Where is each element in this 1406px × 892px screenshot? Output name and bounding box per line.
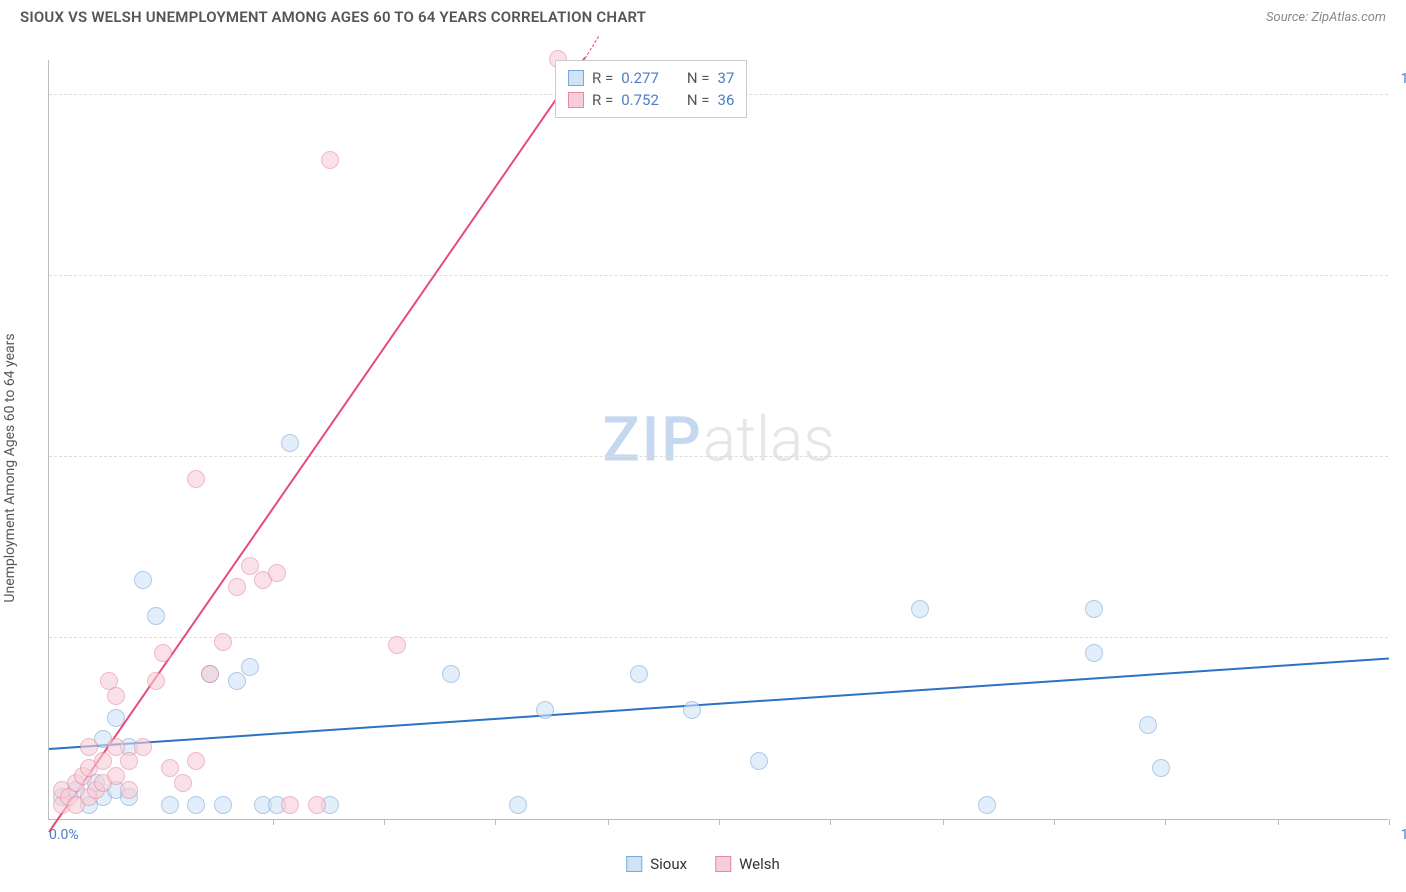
series-legend: Sioux Welsh [626,855,780,873]
correlation-legend: R = 0.277 N = 37 R = 0.752 N = 36 [555,60,747,118]
x-tick [608,819,609,825]
scatter-point [1139,716,1157,734]
scatter-point [187,796,205,814]
n-value: 36 [718,91,735,109]
scatter-point [107,767,125,785]
scatter-point [281,434,299,452]
scatter-point [750,752,768,770]
gridline [49,456,1388,457]
scatter-point [80,738,98,756]
n-value: 37 [718,69,735,87]
scatter-point [509,796,527,814]
scatter-point [321,151,339,169]
legend-swatch [715,856,731,872]
x-tick [1278,819,1279,825]
plot-area: ZIPatlas 25.0%50.0%75.0%100.0%0.0%100.0% [48,60,1388,820]
watermark: ZIPatlas [602,403,834,476]
x-tick [719,819,720,825]
watermark-zip: ZIP [602,403,703,476]
r-label: R = [592,91,613,109]
scatter-point [120,752,138,770]
x-origin-label: 0.0% [49,827,79,843]
scatter-point [911,600,929,618]
chart-title: SIOUX VS WELSH UNEMPLOYMENT AMONG AGES 6… [20,8,646,26]
scatter-point [241,557,259,575]
scatter-point [388,636,406,654]
scatter-point [1085,600,1103,618]
scatter-point [107,709,125,727]
legend-item: Welsh [715,855,780,873]
legend-item: Sioux [626,855,687,873]
chart-source: Source: ZipAtlas.com [1266,10,1386,25]
trend-line [585,37,599,59]
scatter-point [147,607,165,625]
scatter-point [147,672,165,690]
scatter-point [214,796,232,814]
scatter-point [228,578,246,596]
legend-swatch [568,70,584,86]
scatter-point [187,470,205,488]
scatter-point [241,658,259,676]
scatter-point [201,665,219,683]
scatter-point [268,564,286,582]
x-tick [943,819,944,825]
scatter-point [154,644,172,662]
x-tick [1389,819,1390,825]
x-max-label: 100.0% [1401,827,1406,843]
scatter-point [187,752,205,770]
scatter-point [134,571,152,589]
scatter-point [107,687,125,705]
scatter-point [536,701,554,719]
scatter-point [978,796,996,814]
scatter-point [1152,759,1170,777]
legend-swatch [568,92,584,108]
legend-row: R = 0.277 N = 37 [568,67,734,89]
scatter-point [1085,644,1103,662]
scatter-point [308,796,326,814]
legend-label: Welsh [739,855,780,873]
gridline [49,637,1388,638]
n-label: N = [687,91,710,109]
x-tick [1165,819,1166,825]
x-tick [495,819,496,825]
legend-swatch [626,856,642,872]
scatter-point [161,759,179,777]
scatter-point [161,796,179,814]
x-tick [1054,819,1055,825]
scatter-point [214,633,232,651]
r-value: 0.277 [621,69,659,87]
n-label: N = [687,69,710,87]
gridline [49,275,1388,276]
x-tick [830,819,831,825]
scatter-point [107,738,125,756]
scatter-point [174,774,192,792]
r-label: R = [592,69,613,87]
scatter-point [281,796,299,814]
x-tick [384,819,385,825]
scatter-point [120,781,138,799]
y-tick-label: 100.0% [1401,71,1406,87]
chart-header: SIOUX VS WELSH UNEMPLOYMENT AMONG AGES 6… [0,0,1406,30]
x-tick [273,819,274,825]
scatter-point [94,752,112,770]
watermark-atlas: atlas [703,403,835,476]
scatter-point [442,665,460,683]
scatter-point [630,665,648,683]
scatter-point [228,672,246,690]
scatter-point [683,701,701,719]
chart-container: Unemployment Among Ages 60 to 64 years Z… [0,30,1406,890]
r-value: 0.752 [621,91,659,109]
legend-label: Sioux [650,855,687,873]
legend-row: R = 0.752 N = 36 [568,89,734,111]
y-axis-label: Unemployment Among Ages 60 to 64 years [2,333,18,602]
scatter-point [134,738,152,756]
